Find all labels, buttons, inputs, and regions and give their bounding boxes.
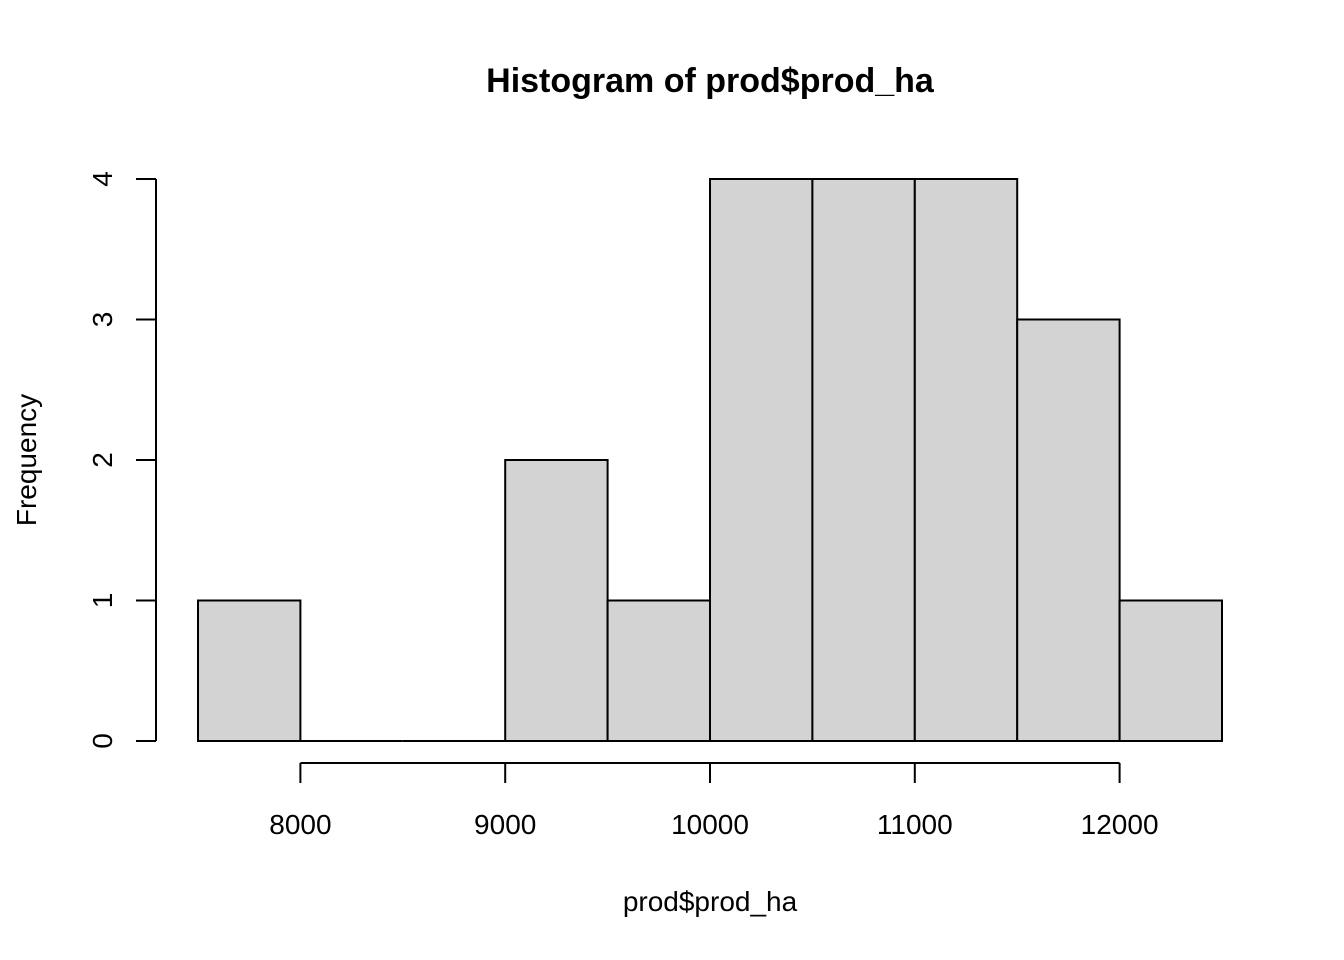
- y-axis: 0 1 2 3 4: [87, 171, 157, 749]
- histogram-bar-3: [504, 459, 609, 742]
- histogram-bar-0: [197, 599, 302, 742]
- y-tick-label-0: 0: [87, 733, 118, 749]
- x-axis-label: prod$prod_ha: [623, 886, 798, 917]
- histogram-bar-8: [1016, 318, 1121, 742]
- histogram-bar-7: [913, 178, 1019, 742]
- x-ticks: 8000 9000 10000 11000 12000: [269, 763, 1159, 840]
- y-tick-label-1: 1: [87, 593, 118, 609]
- x-tick-label-1: 9000: [474, 809, 536, 840]
- histogram-bar-4: [606, 599, 711, 742]
- x-tick-label-3: 11000: [877, 809, 953, 840]
- y-tick-label-4: 4: [87, 171, 118, 187]
- y-tick-label-3: 3: [87, 312, 118, 328]
- y-ticks: 0 1 2 3 4: [87, 171, 156, 749]
- y-axis-label: Frequency: [11, 394, 42, 526]
- histogram-bar-9: [1118, 599, 1223, 742]
- x-axis: 8000 9000 10000 11000 12000: [269, 762, 1159, 840]
- chart-title: Histogram of prod$prod_ha: [486, 62, 935, 100]
- bars-layer: [197, 178, 1223, 742]
- histogram-bar-6: [811, 178, 916, 742]
- x-tick-label-4: 12000: [1081, 809, 1159, 840]
- y-tick-label-2: 2: [87, 452, 118, 468]
- histogram-bar-5: [709, 178, 814, 742]
- x-tick-label-0: 8000: [269, 809, 331, 840]
- x-tick-label-2: 10000: [671, 809, 749, 840]
